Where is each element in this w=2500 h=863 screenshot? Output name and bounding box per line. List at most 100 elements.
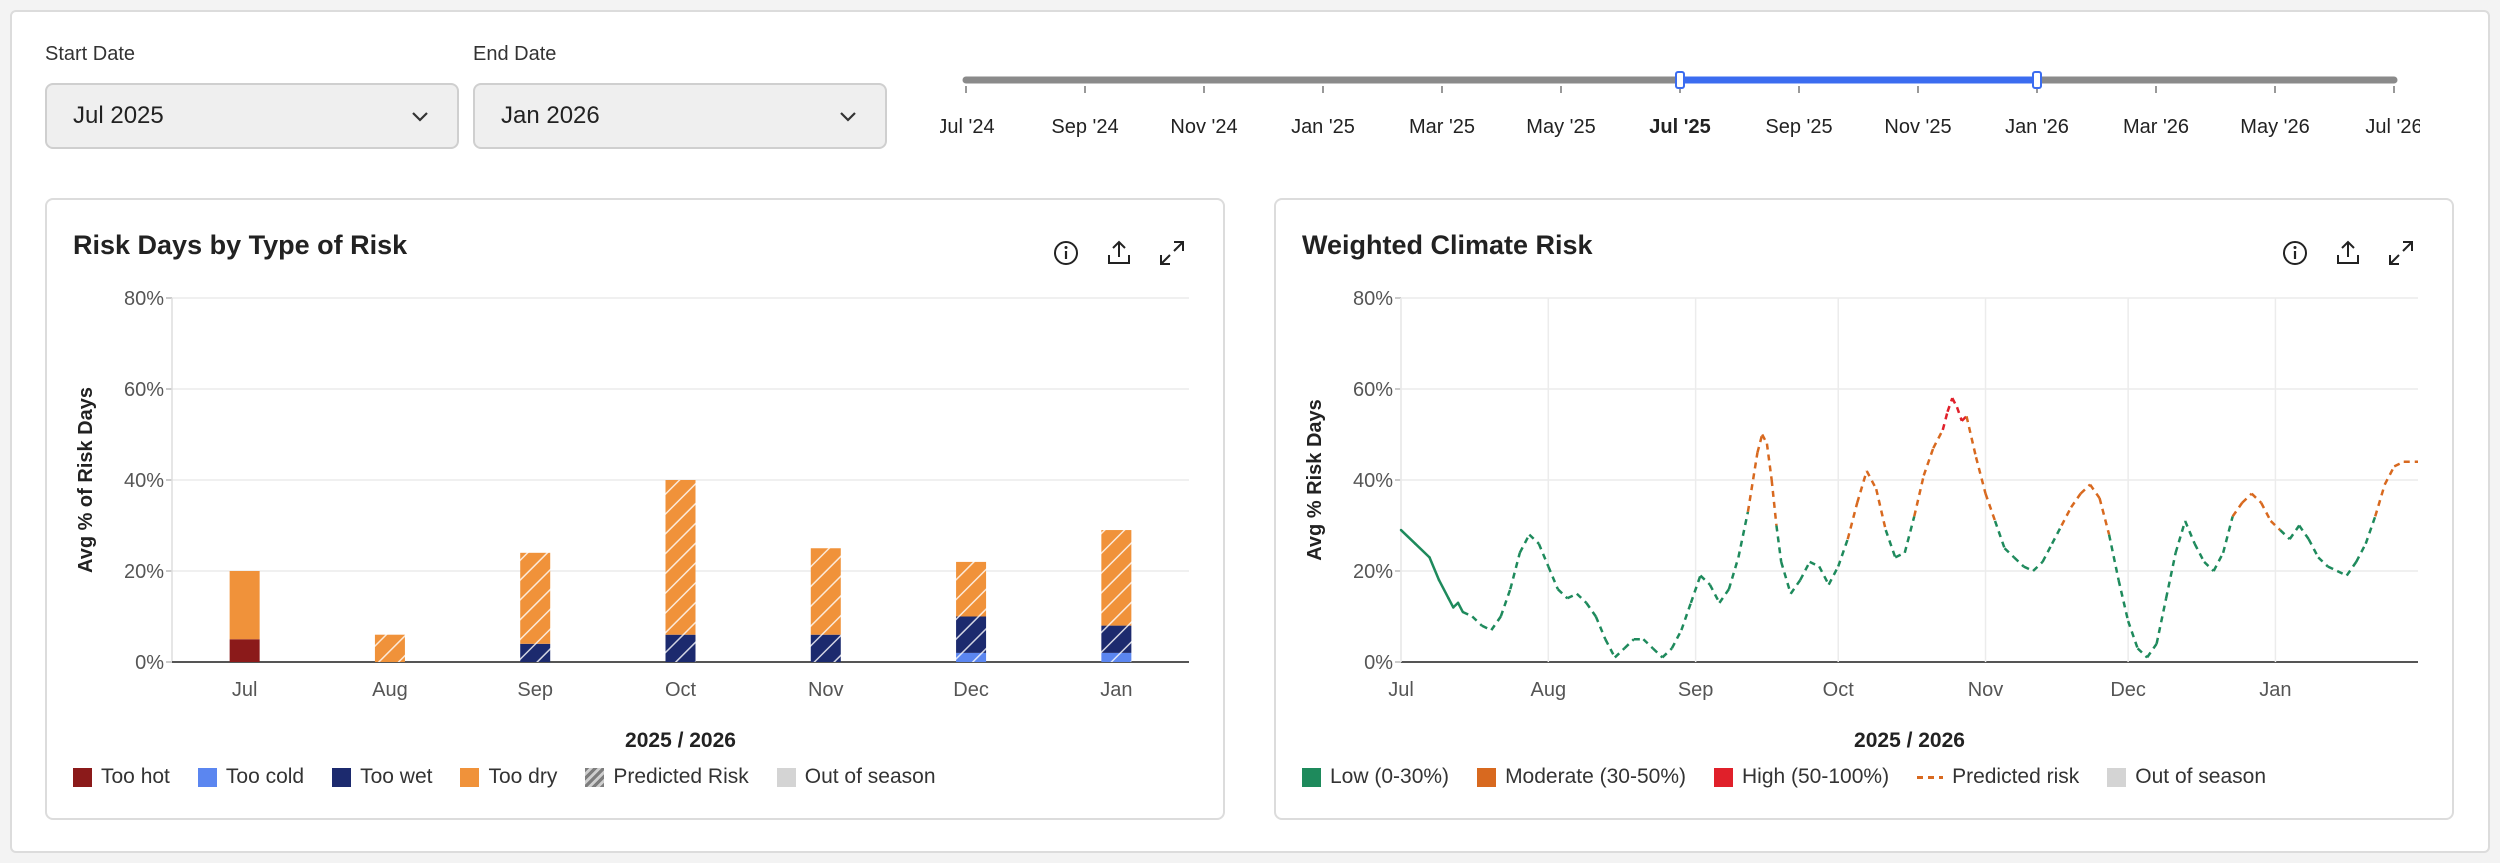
predicted-risk-line-segment bbox=[2089, 483, 2101, 499]
panel-title: Weighted Climate Risk bbox=[1302, 230, 1593, 260]
bar-segment-too-wet[interactable] bbox=[1101, 625, 1132, 653]
y-tick-label: 60% bbox=[1353, 379, 1393, 401]
legend-item[interactable]: Low (0-30%) bbox=[1302, 765, 1449, 789]
legend-label: Predicted risk bbox=[1952, 765, 2080, 788]
predicted-risk-line-segment bbox=[1594, 616, 1607, 640]
observed-risk-line-segment bbox=[1399, 528, 1417, 545]
x-tick-label: Nov bbox=[1968, 679, 2004, 701]
predicted-risk-line-segment bbox=[2164, 552, 2177, 599]
x-tick-label: Aug bbox=[372, 679, 408, 701]
legend-swatch bbox=[332, 767, 352, 787]
timeline-tick-label: Jul '26 bbox=[2365, 116, 2420, 138]
predicted-risk-line-segment bbox=[2107, 534, 2120, 581]
y-tick-label: 20% bbox=[1353, 561, 1393, 583]
legend-swatch bbox=[73, 767, 92, 787]
observed-risk-line-segment bbox=[1428, 556, 1441, 582]
x-tick-label: Jul bbox=[1388, 679, 1414, 701]
bar-segment-too-dry[interactable] bbox=[520, 552, 551, 644]
bar-segment-too-cold[interactable] bbox=[956, 652, 987, 662]
info-icon[interactable] bbox=[2278, 236, 2312, 270]
info-icon[interactable] bbox=[1049, 236, 1083, 270]
slider-end-handle[interactable] bbox=[2032, 71, 2042, 89]
bar-segment-too-wet[interactable] bbox=[665, 634, 696, 662]
legend-item[interactable]: High (50-100%) bbox=[1713, 765, 1889, 789]
predicted-risk-line-segment bbox=[1932, 429, 1944, 449]
bar-segment-too-dry[interactable] bbox=[374, 634, 405, 662]
y-axis-label: Avg % of Risk Days bbox=[75, 387, 97, 573]
predicted-risk-line-segment bbox=[1490, 615, 1502, 631]
predicted-risk-line-segment bbox=[2193, 543, 2206, 563]
predicted-risk-line-segment bbox=[1670, 629, 1683, 649]
end-date-select[interactable]: Jan 2026 bbox=[473, 83, 887, 149]
predicted-risk-line-segment bbox=[2041, 543, 2054, 563]
predicted-risk-line-segment bbox=[1471, 615, 1483, 627]
y-tick-label: 20% bbox=[124, 561, 164, 583]
predicted-risk-line-segment bbox=[1689, 575, 1702, 604]
predicted-risk-line-segment bbox=[2288, 524, 2301, 540]
chevron-down-icon bbox=[412, 112, 428, 122]
bar-segment-too-hot[interactable] bbox=[229, 639, 260, 662]
x-tick-label: Jan bbox=[1100, 679, 1132, 701]
legend-item[interactable]: Out of season bbox=[776, 765, 936, 789]
predicted-risk-line-segment bbox=[1652, 647, 1664, 659]
legend-item[interactable]: Too hot bbox=[73, 765, 170, 789]
predicted-risk-line-segment bbox=[2393, 460, 2405, 468]
bar-segment-too-wet[interactable] bbox=[810, 634, 841, 662]
legend-item[interactable]: Predicted risk bbox=[1917, 765, 2079, 789]
legend-item[interactable]: Out of season bbox=[2107, 765, 2266, 789]
timeline-tick-label: Sep '25 bbox=[1765, 116, 1832, 138]
predicted-risk-line-segment bbox=[1946, 397, 1954, 413]
bar-segment-too-dry[interactable] bbox=[665, 480, 696, 635]
predicted-risk-line-segment bbox=[1865, 470, 1878, 490]
y-tick-label: 0% bbox=[1364, 652, 1393, 674]
x-tick-label: Sep bbox=[1678, 679, 1714, 701]
x-tick-label: Jan bbox=[2259, 679, 2291, 701]
predicted-risk-line-segment bbox=[1941, 411, 1949, 431]
expand-icon[interactable] bbox=[1155, 236, 1189, 270]
predicted-risk-line-segment bbox=[1775, 525, 1783, 563]
weighted-climate-risk-chart: 0% 20% 40% 60% 80% Avg % Risk Days 2025 / 2026… bbox=[1304, 288, 2418, 752]
legend-swatch bbox=[1302, 767, 1321, 787]
expand-icon[interactable] bbox=[2384, 236, 2418, 270]
bar-segment-too-dry[interactable] bbox=[1101, 530, 1132, 626]
export-icon[interactable] bbox=[1102, 236, 1136, 270]
predicted-risk-line-segment bbox=[1575, 592, 1588, 604]
timeline-tick-label: Jan '26 bbox=[2005, 116, 2069, 138]
timeline-tick-label: Nov '25 bbox=[1884, 116, 1951, 138]
x-tick-label: Nov bbox=[808, 679, 844, 701]
predicted-risk-line-segment bbox=[2023, 565, 2034, 573]
export-icon[interactable] bbox=[2331, 236, 2365, 270]
observed-risk-line-segment bbox=[1447, 597, 1455, 609]
legend-item[interactable]: Predicted Risk bbox=[585, 765, 749, 789]
predicted-risk-line-segment bbox=[1846, 502, 1859, 540]
predicted-risk-line-segment bbox=[1727, 556, 1740, 590]
predicted-risk-line-segment bbox=[2231, 502, 2244, 518]
bar-segment-too-dry[interactable] bbox=[229, 571, 260, 640]
legend-label: Too dry bbox=[488, 765, 558, 788]
predicted-risk-line-segment bbox=[1993, 520, 2006, 549]
legend-item[interactable]: Too dry bbox=[460, 765, 557, 789]
legend-item[interactable]: Too wet bbox=[332, 765, 432, 789]
bar-segment-too-wet[interactable] bbox=[956, 616, 987, 653]
legend-item[interactable]: Too cold bbox=[197, 765, 305, 789]
legend-label: Too cold bbox=[225, 765, 305, 788]
bar-segment-too-dry[interactable] bbox=[810, 548, 841, 635]
timeline-tick-label: Jan '25 bbox=[1291, 116, 1355, 138]
predicted-risk-line-segment bbox=[1566, 592, 1578, 600]
start-date-select[interactable]: Jul 2025 bbox=[45, 83, 459, 149]
legend-swatch bbox=[2107, 767, 2127, 787]
risk-days-chart: 0% 20% 40% 60% 80% Avg % of Risk Days 2025 / 2… bbox=[75, 288, 1189, 752]
y-tick-label: 60% bbox=[124, 379, 164, 401]
x-axis-label: 2025 / 2026 bbox=[1854, 729, 1965, 752]
x-axis-label: 2025 / 2026 bbox=[625, 729, 736, 752]
legend-label: Too hot bbox=[101, 765, 170, 788]
bar-segment-too-wet[interactable] bbox=[520, 643, 551, 662]
start-date-label: Start Date bbox=[45, 43, 136, 65]
slider-start-handle[interactable] bbox=[1675, 71, 1685, 89]
date-range-slider[interactable]: Jul '24 Sep '24 Nov '24 Jan '25 Mar '25 May '… bbox=[940, 60, 2420, 150]
bar-segment-too-cold[interactable] bbox=[1101, 652, 1132, 662]
predicted-risk-line-segment bbox=[2126, 620, 2139, 649]
x-tick-label: Oct bbox=[1823, 679, 1855, 701]
legend-item[interactable]: Moderate (30-50%) bbox=[1477, 765, 1686, 789]
bar-segment-too-dry[interactable] bbox=[956, 561, 987, 617]
